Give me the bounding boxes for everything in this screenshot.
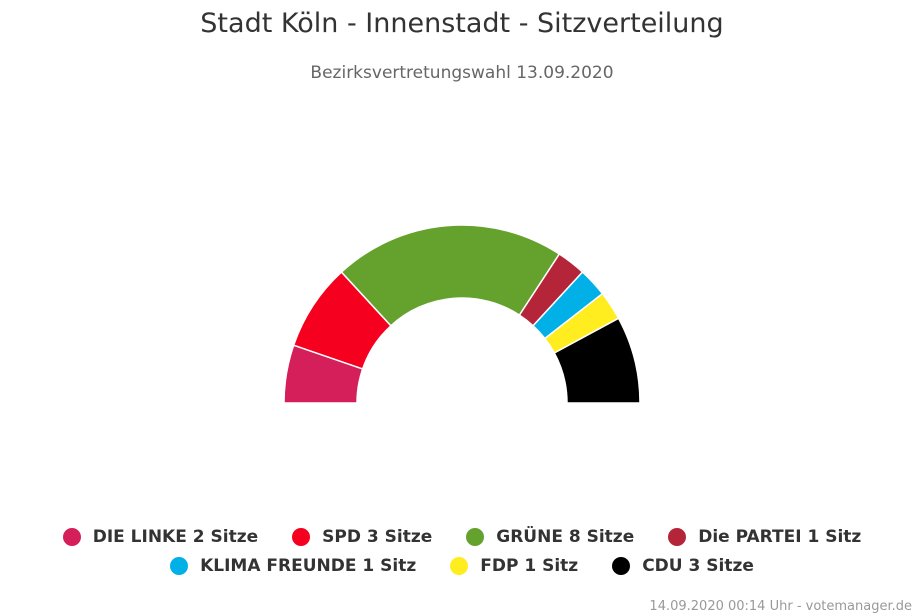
legend-marker-icon (62, 528, 81, 546)
legend-item[interactable]: DIE LINKE 2 Sitze (62, 527, 259, 547)
legend-item[interactable]: KLIMA FREUNDE 1 Sitz (170, 556, 416, 576)
legend-marker-icon (466, 528, 485, 546)
legend-marker-icon (612, 557, 631, 575)
legend-marker-icon (450, 557, 469, 575)
legend-row: DIE LINKE 2 Sitze SPD 3 Sitze GRÜNE 8 Sitz… (0, 527, 924, 547)
legend-label: SPD 3 Sitze (322, 527, 433, 547)
legend-label: GRÜNE 8 Sitze (496, 527, 635, 547)
seat-slice-cdu[interactable] (553, 317, 641, 404)
legend-label: KLIMA FREUNDE 1 Sitz (200, 556, 417, 576)
legend-row: KLIMA FREUNDE 1 Sitz FDP 1 Sitz CDU 3 Sitz… (0, 556, 924, 576)
legend-label: CDU 3 Sitze (642, 556, 754, 576)
credits[interactable]: 14.09.2020 00:14 Uhr - votemanager.de (649, 599, 912, 614)
legend-marker-icon (668, 528, 687, 546)
legend-label: Die PARTEI 1 Sitz (698, 527, 862, 547)
legend-item[interactable]: SPD 3 Sitze (292, 527, 432, 547)
legend-marker-icon (170, 557, 189, 575)
seat-slice-grüne[interactable] (340, 224, 561, 327)
legend-label: DIE LINKE 2 Sitze (92, 527, 259, 547)
chart-subtitle: Bezirksvertretungswahl 13.09.2020 (310, 63, 614, 83)
chart-title: Stadt Köln - Innenstadt - Sitzverteilung (200, 8, 724, 39)
legend-item[interactable]: Die PARTEI 1 Sitz (668, 527, 861, 547)
legend-label: FDP 1 Sitz (480, 556, 579, 576)
legend-item[interactable]: CDU 3 Sitze (612, 556, 754, 576)
legend-item[interactable]: GRÜNE 8 Sitze (466, 527, 634, 547)
legend-marker-icon (292, 528, 311, 546)
legend-item[interactable]: FDP 1 Sitz (450, 556, 578, 576)
